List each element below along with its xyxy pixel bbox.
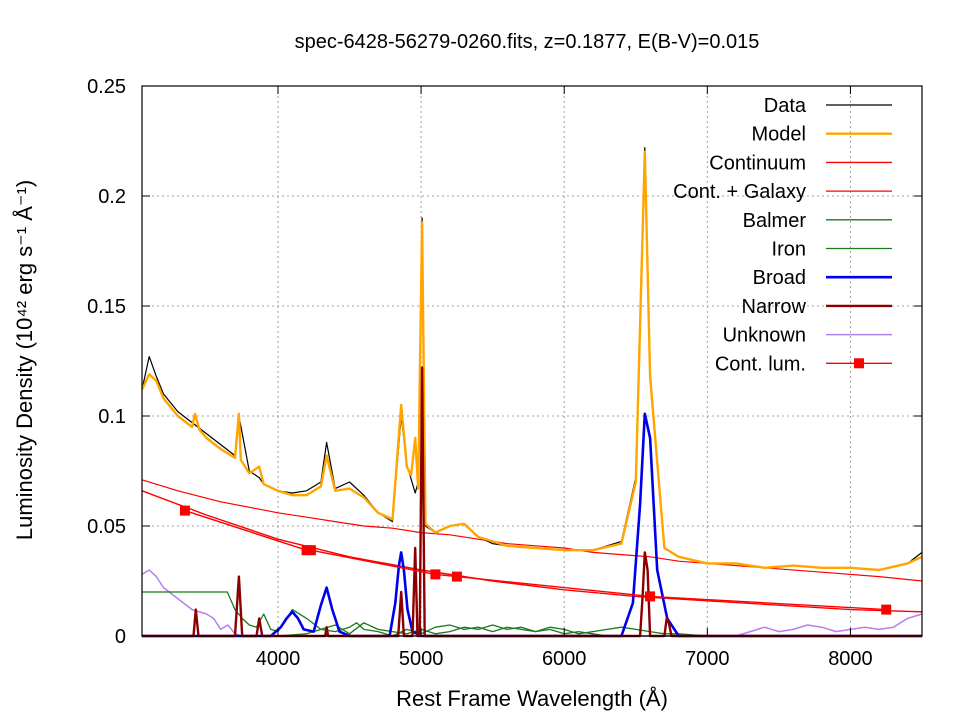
cont-lum-marker [451,571,462,582]
x-tick-label: 7000 [685,648,730,670]
y-tick-label: 0.1 [98,406,126,428]
y-axis-label: Luminosity Density (10⁴² erg s⁻¹ Å⁻¹) [12,180,37,540]
y-tick-label: 0.2 [98,186,126,208]
cont-lum-marker [430,569,441,580]
legend-label: Narrow [742,296,807,318]
plot-frame [141,85,923,637]
legend-label: Cont. lum. [715,353,806,375]
series-line-7 [142,366,922,638]
y-tick-label: 0.25 [87,76,126,98]
series-line-9 [184,509,887,611]
series-line-6 [142,412,922,638]
series-line-5 [142,622,922,637]
x-tick-label: 6000 [542,648,587,670]
legend-label: Broad [753,267,806,289]
x-axis-label: Rest Frame Wavelength (Å) [396,686,668,711]
cont-lum-marker [305,545,316,556]
legend-label: Iron [772,239,806,261]
x-axis-ticks: 4000 5000 6000 7000 8000 [256,86,873,670]
legend-marker [854,358,864,369]
series-line-3 [141,479,923,582]
x-tick-label: 5000 [399,648,444,670]
x-tick-label: 4000 [256,648,301,670]
series-group [140,147,923,638]
legend: Data Model Continuum Cont. + Galaxy Balmer Ir… [673,95,892,375]
y-axis-ticks: 0 0.05 0.1 0.15 0.2 0.25 [87,76,922,648]
cont-lum-marker [881,604,892,615]
chart-title: spec-6428-56279-0260.fits, z=0.1877, E(B… [295,31,760,53]
legend-label: Cont. + Galaxy [673,181,806,203]
legend-label: Data [764,95,807,117]
series-line-1 [140,150,923,572]
cont-lum-marker [179,505,190,516]
legend-label: Model [752,124,806,146]
x-tick-label: 8000 [828,648,873,670]
series-line-4 [142,591,922,637]
y-tick-label: 0.05 [87,516,126,538]
y-tick-label: 0 [115,626,126,648]
legend-label: Balmer [743,210,807,232]
cont-lum-marker [645,591,656,602]
legend-label: Unknown [723,325,806,347]
series-line-2 [141,490,923,613]
y-tick-label: 0.15 [87,296,126,318]
legend-label: Continuum [709,152,806,174]
